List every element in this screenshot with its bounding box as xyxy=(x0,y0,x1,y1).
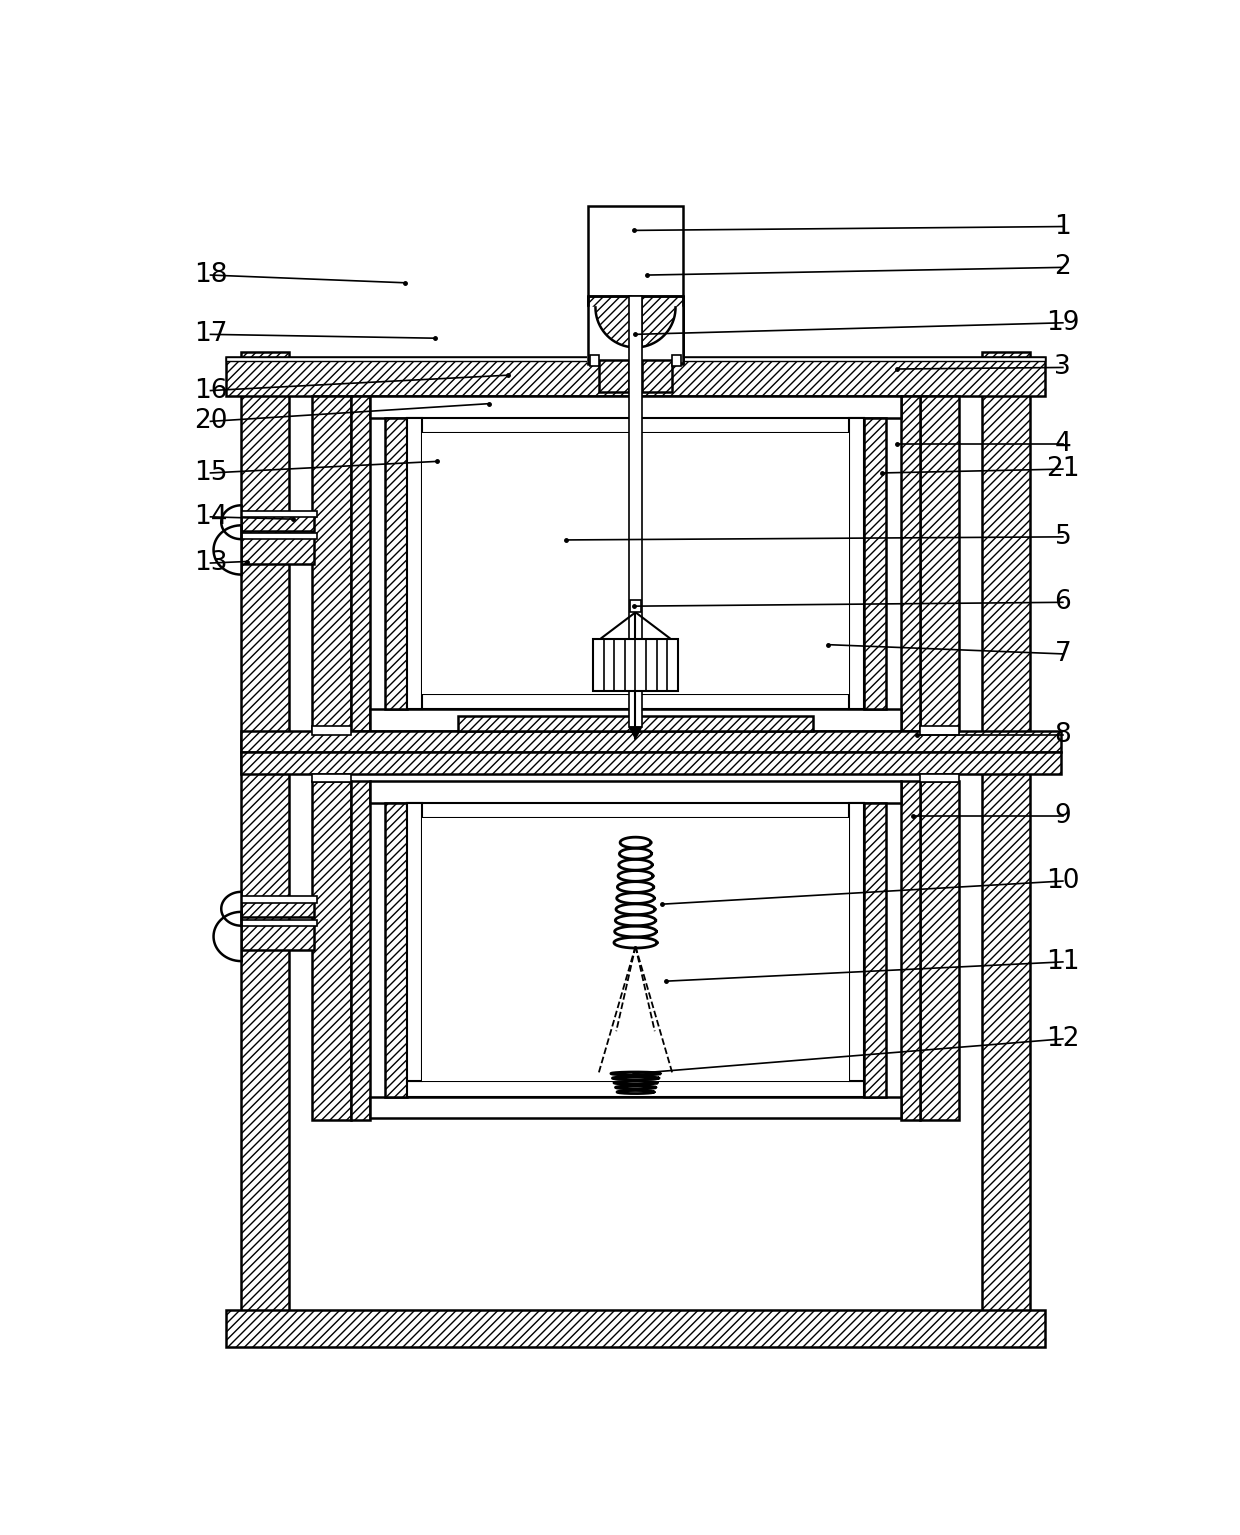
Bar xyxy=(641,296,683,364)
Bar xyxy=(312,781,351,1119)
Text: 17: 17 xyxy=(193,321,227,347)
Bar xyxy=(312,726,351,735)
Bar xyxy=(407,803,864,818)
Text: 21: 21 xyxy=(1047,456,1080,482)
Bar xyxy=(312,774,351,781)
Bar xyxy=(849,418,864,709)
Text: 13: 13 xyxy=(193,550,227,576)
Bar xyxy=(370,781,901,803)
Bar xyxy=(226,1309,1045,1346)
Polygon shape xyxy=(588,307,683,362)
Bar xyxy=(242,514,315,531)
Bar xyxy=(238,896,317,903)
Bar xyxy=(242,731,1060,752)
Bar xyxy=(920,396,959,731)
Text: 18: 18 xyxy=(193,262,227,289)
Text: 15: 15 xyxy=(193,460,227,487)
Bar xyxy=(242,352,289,1326)
Bar xyxy=(630,296,641,728)
Bar xyxy=(407,803,422,1081)
Bar xyxy=(370,1096,901,1117)
Bar xyxy=(242,537,315,563)
Bar xyxy=(641,359,672,391)
Bar xyxy=(920,774,959,781)
Text: 8: 8 xyxy=(1054,721,1071,748)
Text: 2: 2 xyxy=(1054,255,1071,281)
Text: 14: 14 xyxy=(193,503,227,530)
Polygon shape xyxy=(213,525,242,574)
Bar xyxy=(351,396,370,731)
Bar xyxy=(901,781,920,1119)
Bar xyxy=(422,818,849,1081)
Bar xyxy=(982,352,1029,1326)
Bar xyxy=(407,1081,864,1096)
Bar xyxy=(599,359,630,391)
Polygon shape xyxy=(221,505,242,539)
Bar xyxy=(590,355,599,365)
Text: 11: 11 xyxy=(1047,949,1080,975)
Bar xyxy=(238,511,317,517)
Bar xyxy=(920,781,959,1119)
Bar xyxy=(351,781,370,1119)
Bar xyxy=(242,924,315,950)
Bar xyxy=(864,803,885,1096)
Bar xyxy=(407,418,422,709)
Text: 7: 7 xyxy=(1054,642,1071,666)
Polygon shape xyxy=(630,728,641,738)
Bar xyxy=(920,726,959,735)
Polygon shape xyxy=(221,892,242,926)
Bar xyxy=(226,358,1045,361)
Bar xyxy=(370,396,901,418)
Bar xyxy=(407,694,864,709)
Bar xyxy=(386,418,407,709)
Bar xyxy=(588,296,630,364)
Bar xyxy=(238,533,317,539)
Text: 20: 20 xyxy=(193,408,227,434)
Bar xyxy=(849,803,864,1081)
Polygon shape xyxy=(213,912,242,961)
Bar xyxy=(386,803,407,1096)
Text: 19: 19 xyxy=(1047,310,1080,336)
Bar xyxy=(226,358,1045,396)
Text: 4: 4 xyxy=(1054,431,1071,457)
Bar xyxy=(630,600,641,612)
Bar xyxy=(588,206,683,359)
Text: 5: 5 xyxy=(1054,523,1071,550)
Text: 10: 10 xyxy=(1047,869,1080,893)
Bar xyxy=(672,355,681,365)
Text: 1: 1 xyxy=(1054,213,1071,239)
Bar xyxy=(238,919,317,926)
Bar xyxy=(312,396,351,731)
Text: 9: 9 xyxy=(1054,803,1071,829)
Bar xyxy=(242,901,315,918)
Text: 6: 6 xyxy=(1054,589,1071,616)
Text: 3: 3 xyxy=(1054,355,1071,381)
Bar xyxy=(901,396,920,731)
Bar xyxy=(864,418,885,709)
Bar xyxy=(593,639,678,691)
Bar xyxy=(422,433,849,694)
Bar xyxy=(459,715,812,731)
Text: 16: 16 xyxy=(193,378,227,404)
Bar xyxy=(407,418,864,433)
Text: 12: 12 xyxy=(1047,1025,1080,1051)
Bar xyxy=(370,709,901,731)
Bar xyxy=(242,752,1060,774)
